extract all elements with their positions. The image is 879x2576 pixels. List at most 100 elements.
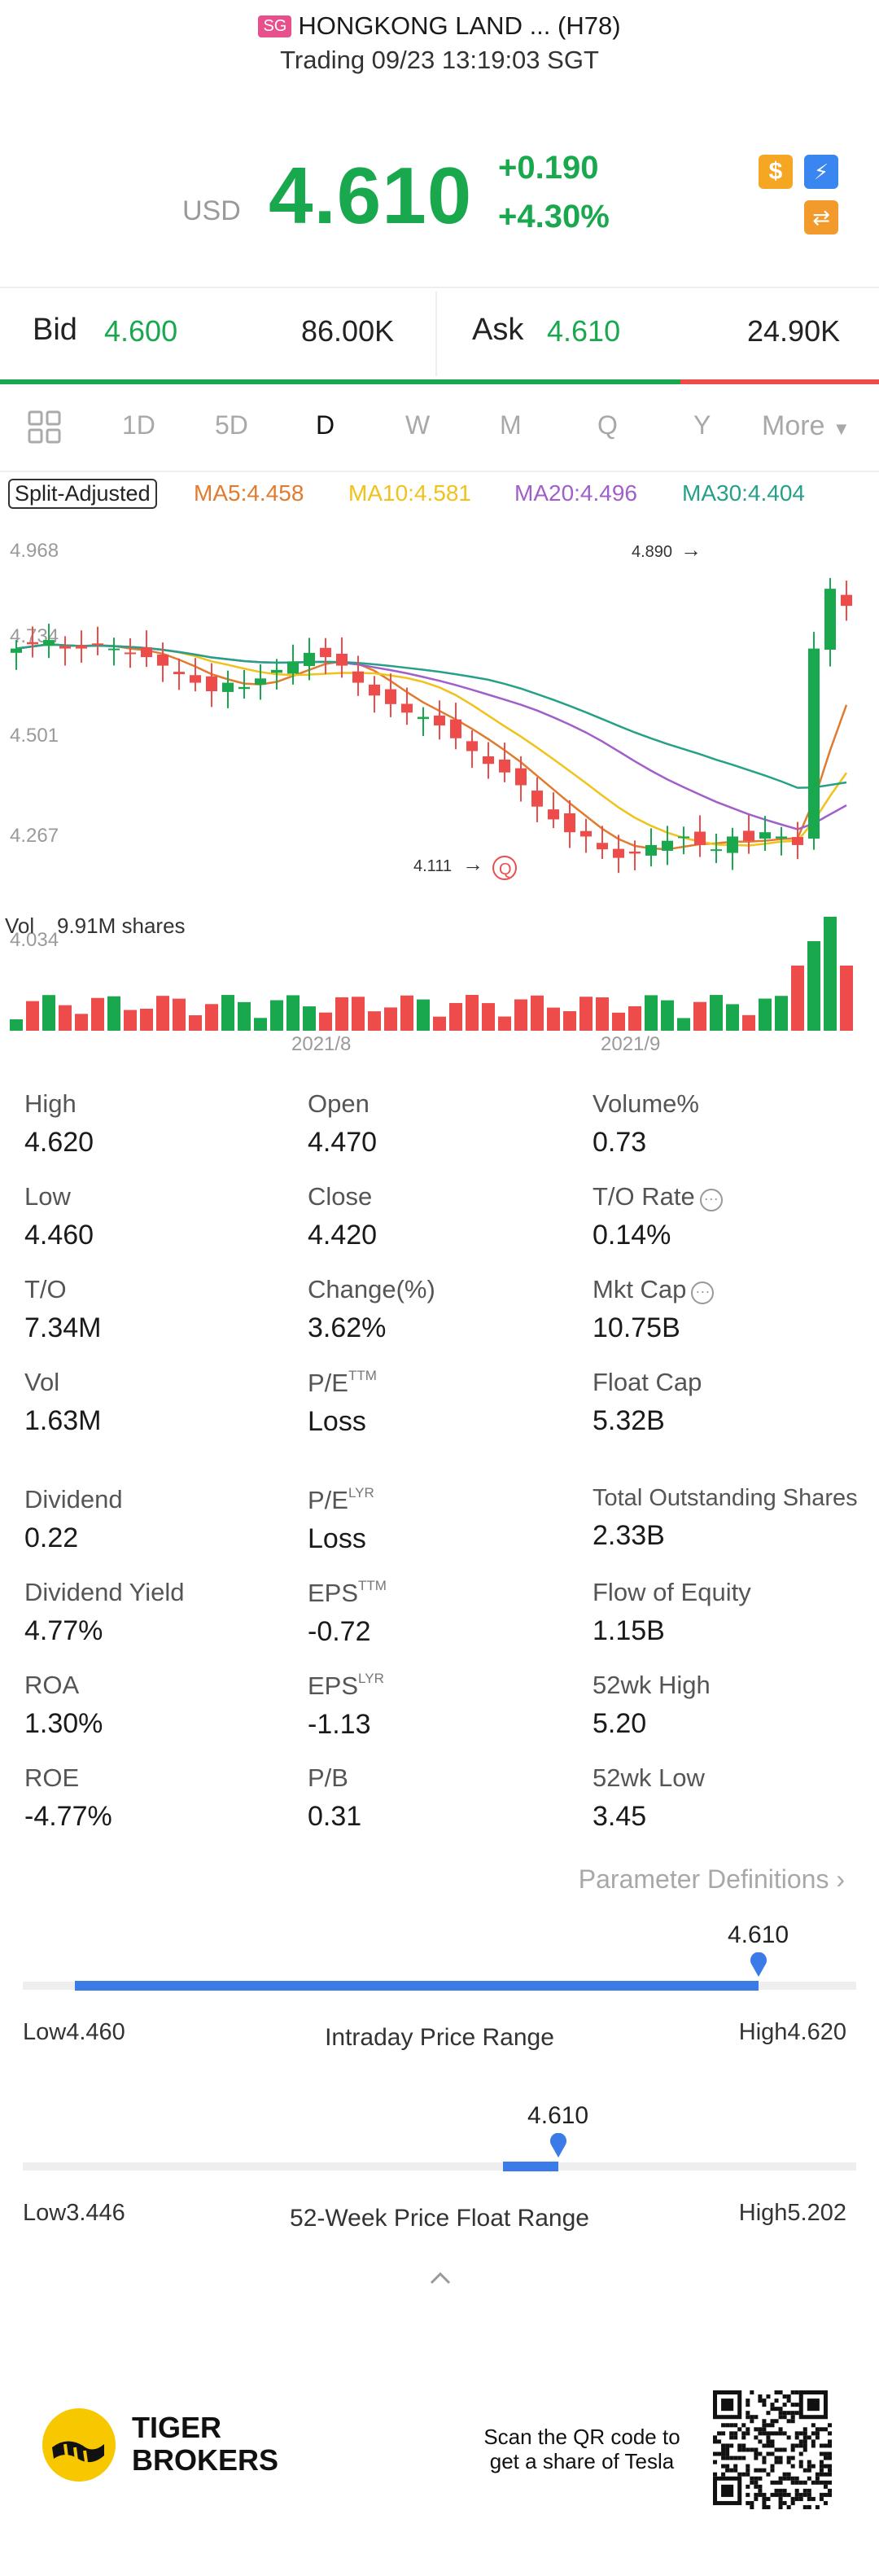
brand-line-2: BROKERS (132, 2443, 279, 2477)
more-label: More (762, 410, 825, 441)
candle-body (483, 756, 494, 764)
volume-value: 9.91M shares (57, 913, 186, 938)
ma30-line (15, 643, 847, 789)
stat-label: P/ETTM (308, 1368, 377, 1398)
volume-bar (840, 966, 853, 1031)
stat-label: High (24, 1089, 77, 1118)
stat-label: Change(%) (308, 1275, 435, 1303)
event-marker (492, 856, 517, 880)
tab-y[interactable]: Y (693, 410, 711, 440)
location-pin-icon (550, 2133, 567, 2158)
stat-low: Low 4.460 (24, 1182, 94, 1251)
quote-panel: USD 4.610 +0.190 +4.30% $ ⚡ ⇄ (0, 145, 879, 267)
stat-label: EPSLYR (308, 1671, 384, 1701)
stat-value: 0.14% (593, 1220, 671, 1251)
candle-body (434, 715, 445, 726)
stat-value: 4.620 (24, 1127, 94, 1158)
tab-5d[interactable]: 5D (215, 410, 248, 440)
more-info-icon[interactable]: ··· (691, 1281, 715, 1304)
stat-value: -1.13 (308, 1709, 371, 1740)
stat-value: 0.73 (593, 1127, 647, 1158)
tab-d[interactable]: D (316, 410, 335, 440)
intraday-title: Intraday Price Range (325, 2024, 554, 2051)
bid-ratio-bar (0, 379, 680, 384)
stat-label: Dividend (24, 1485, 123, 1514)
x-tick-label: 2021/8 (291, 1033, 351, 1055)
volume-bar (661, 1000, 674, 1031)
ask-label: Ask (472, 313, 524, 347)
stat-label: 52wk High (593, 1671, 711, 1699)
volume-bar (514, 999, 527, 1031)
chevron-right-icon: › (836, 1864, 845, 1894)
y-tick-label: 4.968 (10, 540, 59, 562)
stat-52wk-low: 52wk Low 3.45 (593, 1763, 705, 1833)
stat-value: -4.77% (24, 1801, 112, 1832)
intraday-range: 4.610 Low4.460 Intraday Price Range High… (0, 1913, 879, 2076)
trading-status: Trading 09/23 13:19:03 SGT (280, 46, 599, 74)
stat-label-text: P/E (308, 1369, 348, 1397)
grid-icon[interactable] (28, 410, 62, 445)
candle-body (515, 768, 527, 786)
stat-value: 1.30% (24, 1708, 103, 1739)
candle-body (125, 652, 136, 655)
volume-bar (400, 995, 413, 1031)
candle-body (238, 686, 250, 690)
candle-body (645, 844, 657, 856)
kline-chart[interactable]: Split-Adjusted MA5:4.458 MA10:4.581 MA20… (0, 472, 879, 1075)
chevron-up-icon[interactable] (430, 2272, 451, 2285)
bid-ask-panel[interactable]: Bid 4.600 86.00K Ask 4.610 24.90K (0, 287, 879, 384)
stat-eps-ttm: EPSTTM -0.72 (308, 1578, 387, 1648)
volume-bar (368, 1011, 381, 1031)
stat-label: ROA (24, 1671, 80, 1699)
candle-body (287, 661, 299, 674)
parameter-definitions-link[interactable]: Parameter Definitions › (579, 1864, 845, 1895)
ma20-line (15, 643, 847, 830)
stat-value: 10.75B (593, 1312, 680, 1343)
tab-m[interactable]: M (500, 410, 522, 440)
tab-w[interactable]: W (405, 410, 431, 440)
volume-bar (466, 995, 479, 1031)
stat-label: T/O (24, 1275, 67, 1303)
market-badge: SG (258, 15, 292, 37)
brand-line-1: TIGER (132, 2411, 222, 2444)
week52-fill (503, 2162, 559, 2171)
candle-body (59, 646, 71, 649)
volume-bar (140, 1008, 153, 1031)
volume-bar (189, 1015, 202, 1031)
ma5-line (15, 643, 848, 851)
stat-vol: Vol 1.63M (24, 1368, 102, 1437)
candle-body (352, 671, 364, 683)
stat-dividend: Dividend 0.22 (24, 1485, 123, 1554)
candle-body (629, 851, 641, 854)
stat-value: 0.22 (24, 1522, 79, 1553)
tab-more[interactable]: More ▼ (762, 410, 851, 442)
stat-total-outstanding-shares: Total Outstanding Shares 2.33B (593, 1485, 858, 1552)
header: SG HONGKONG LAND ... (H78) Trading 09/23 … (0, 0, 879, 90)
stat-52wk-high: 52wk High 5.20 (593, 1671, 711, 1740)
swap-icon[interactable]: ⇄ (804, 200, 838, 234)
x-tick-label: 2021/9 (601, 1033, 660, 1055)
volume-bar (579, 997, 593, 1031)
qr-code-icon[interactable] (713, 2390, 832, 2509)
candle-body (190, 675, 201, 683)
stat-pe-ttm: P/ETTM Loss (308, 1368, 377, 1438)
dollar-icon[interactable]: $ (759, 155, 793, 189)
more-info-icon[interactable]: ··· (699, 1189, 723, 1211)
stat-label: 52wk Low (593, 1763, 705, 1792)
stat-value: 0.31 (308, 1801, 362, 1832)
volume-bar (710, 995, 723, 1031)
volume-bar (26, 1001, 39, 1031)
candle-body (808, 648, 820, 839)
stat-label-text: P/E (308, 1486, 348, 1514)
stat-flow-of-equity: Flow of Equity 1.15B (593, 1578, 751, 1647)
brand-name: TIGER BROKERS (132, 2412, 278, 2477)
flash-icon[interactable]: ⚡ (804, 155, 838, 189)
volume-bar (482, 1003, 495, 1031)
volume-bar (124, 1010, 137, 1031)
tab-q[interactable]: Q (597, 410, 618, 440)
volume-bar (645, 995, 658, 1031)
tab-1d[interactable]: 1D (122, 410, 155, 440)
volume-bar (42, 995, 55, 1031)
split-adjusted-button[interactable]: Split-Adjusted (8, 479, 157, 509)
ask-size: 24.90K (747, 314, 841, 348)
